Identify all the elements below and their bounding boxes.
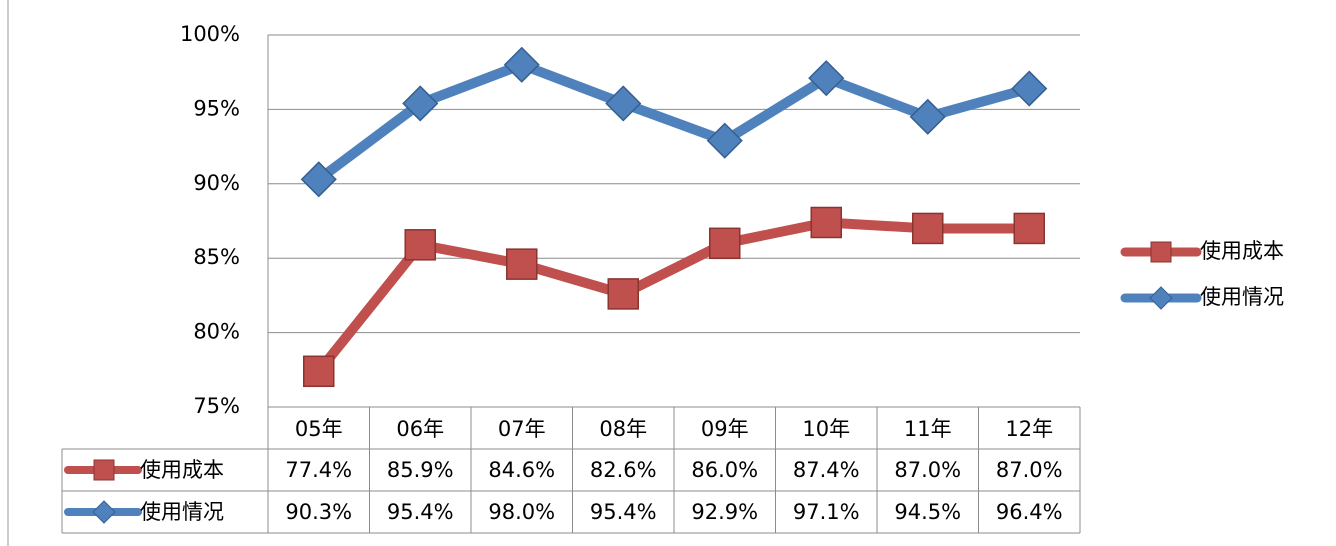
- legend-marker: [92, 500, 116, 524]
- table-value: 82.6%: [590, 458, 657, 482]
- y-tick-label: 95%: [193, 96, 240, 120]
- table-value: 87.0%: [894, 458, 961, 482]
- data-point: [810, 206, 842, 239]
- series-line: [315, 59, 1031, 184]
- x-tick-label: 07年: [498, 417, 546, 441]
- y-tick-label: 80%: [193, 320, 240, 344]
- x-tick-label: 12年: [1005, 417, 1053, 441]
- data-point: [300, 161, 337, 198]
- y-tick-label: 75%: [193, 394, 240, 418]
- table-value: 84.6%: [488, 458, 555, 482]
- table-value: 87.4%: [793, 458, 860, 482]
- table-value: 95.4%: [387, 500, 454, 524]
- series-line: [314, 217, 1030, 375]
- table-value: 94.5%: [894, 500, 961, 524]
- y-tick-label: 90%: [193, 171, 240, 195]
- x-tick-label: 09年: [701, 417, 749, 441]
- legend-marker: [93, 459, 115, 481]
- table-value: 85.9%: [387, 458, 454, 482]
- data-point: [506, 248, 538, 280]
- table-series-name: 使用成本: [140, 458, 224, 482]
- legend-label: 使用成本: [1200, 239, 1284, 263]
- data-point: [404, 229, 436, 261]
- y-tick-label: 100%: [180, 22, 240, 46]
- table-value: 77.4%: [285, 458, 352, 482]
- data-point: [1011, 70, 1048, 107]
- data-point: [303, 355, 335, 388]
- data-point: [402, 85, 439, 122]
- table-value: 96.4%: [996, 500, 1063, 524]
- data-point: [709, 227, 741, 260]
- table-value: 97.1%: [793, 500, 860, 524]
- table-value: 90.3%: [285, 500, 352, 524]
- legend-label: 使用情况: [1200, 285, 1284, 309]
- data-point: [808, 60, 845, 97]
- x-tick-label: 06年: [396, 417, 444, 441]
- data-point: [605, 85, 642, 122]
- table-value: 92.9%: [691, 500, 758, 524]
- table-value: 95.4%: [590, 500, 657, 524]
- legend-marker: [1150, 241, 1172, 263]
- data-point: [1013, 212, 1045, 245]
- x-tick-label: 11年: [904, 417, 952, 441]
- data-point: [503, 46, 540, 83]
- data-point: [607, 278, 639, 310]
- legend-marker: [1149, 286, 1173, 310]
- x-tick-label: 05年: [295, 417, 343, 441]
- x-tick-label: 10年: [802, 417, 850, 441]
- data-point: [912, 212, 944, 245]
- x-tick-label: 08年: [599, 417, 647, 441]
- table-value: 87.0%: [996, 458, 1063, 482]
- table-series-name: 使用情况: [140, 500, 224, 524]
- data-point: [706, 122, 743, 159]
- table-value: 86.0%: [691, 458, 758, 482]
- data-point: [909, 98, 946, 135]
- y-tick-label: 85%: [193, 245, 240, 269]
- table-value: 98.0%: [488, 500, 555, 524]
